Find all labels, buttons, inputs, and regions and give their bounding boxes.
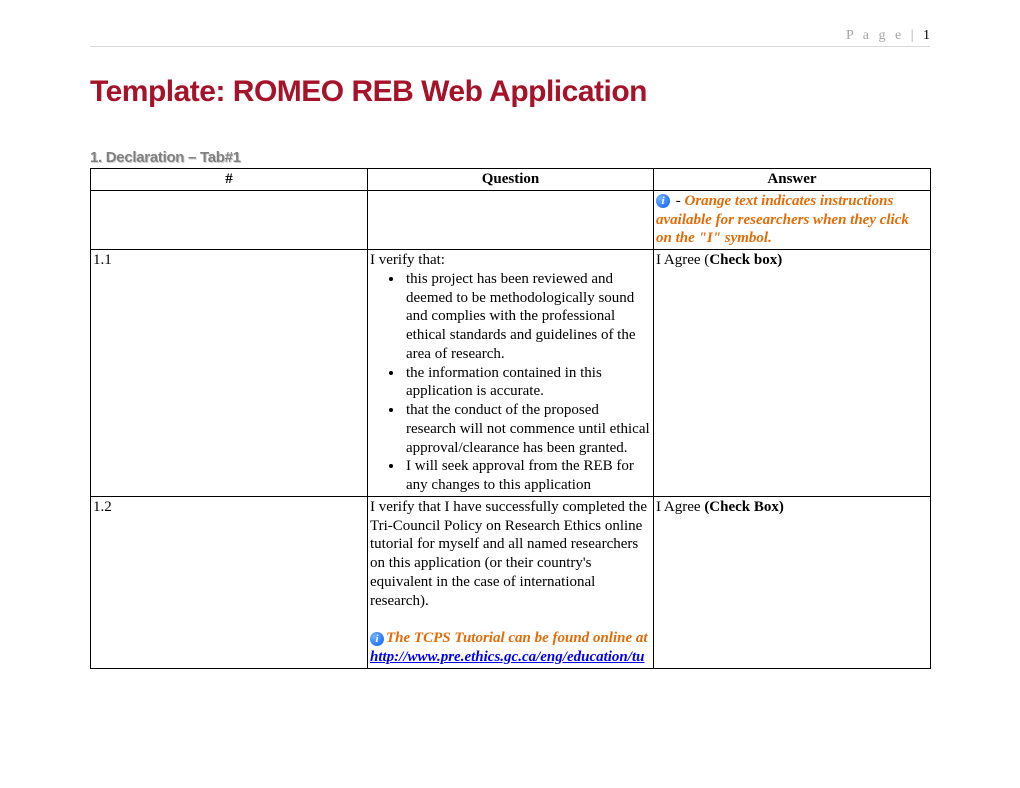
cell-question: I verify that: this project has been rev… (368, 250, 654, 497)
cell-num: 1.2 (91, 496, 368, 668)
page-header: P a g e | 1 (90, 28, 930, 47)
page-label: P a g e | (846, 28, 923, 43)
answer-prefix: - (672, 193, 685, 209)
bullet-item: that the conduct of the proposed researc… (404, 401, 651, 457)
table-row: 1.1 I verify that: this project has been… (91, 250, 931, 497)
table-row: 1.2 I verify that I have successfully co… (91, 496, 931, 668)
col-header-answer: Answer (654, 169, 931, 191)
bullet-item: the information contained in this applic… (404, 364, 651, 402)
answer-bold: Check box) (709, 252, 782, 268)
answer-text: I Agree (656, 499, 704, 515)
bullet-item: this project has been reviewed and deeme… (404, 270, 651, 364)
cell-num (91, 190, 368, 249)
section-heading: 1. Declaration – Tab#1 (90, 149, 930, 166)
cell-answer: I Agree (Check box) (654, 250, 931, 497)
table-header-row: # Question Answer (91, 169, 931, 191)
col-header-num: # (91, 169, 368, 191)
question-bullets: this project has been reviewed and deeme… (370, 270, 651, 495)
answer-bold: (Check Box) (704, 499, 784, 515)
tcps-note: The TCPS Tutorial can be found online at (386, 630, 648, 646)
cell-num: 1.1 (91, 250, 368, 497)
declaration-table: # Question Answer i - Orange text indica… (90, 168, 931, 669)
tcps-link[interactable]: http://www.pre.ethics.gc.ca/eng/educatio… (370, 649, 644, 665)
question-text: I verify that I have successfully comple… (370, 499, 647, 609)
table-row: i - Orange text indicates instructions a… (91, 190, 931, 249)
page-number: 1 (923, 28, 930, 43)
cell-question (368, 190, 654, 249)
col-header-question: Question (368, 169, 654, 191)
bullet-item: I will seek approval from the REB for an… (404, 457, 651, 495)
cell-answer: I Agree (Check Box) (654, 496, 931, 668)
instruction-note: Orange text indicates instructions avail… (656, 193, 909, 247)
info-icon[interactable]: i (370, 632, 384, 646)
info-icon[interactable]: i (656, 194, 670, 208)
cell-question: I verify that I have successfully comple… (368, 496, 654, 668)
cell-answer: i - Orange text indicates instructions a… (654, 190, 931, 249)
main-title: Template: ROMEO REB Web Application (90, 75, 930, 109)
question-intro: I verify that: (370, 252, 445, 268)
answer-text: I Agree ( (656, 252, 709, 268)
